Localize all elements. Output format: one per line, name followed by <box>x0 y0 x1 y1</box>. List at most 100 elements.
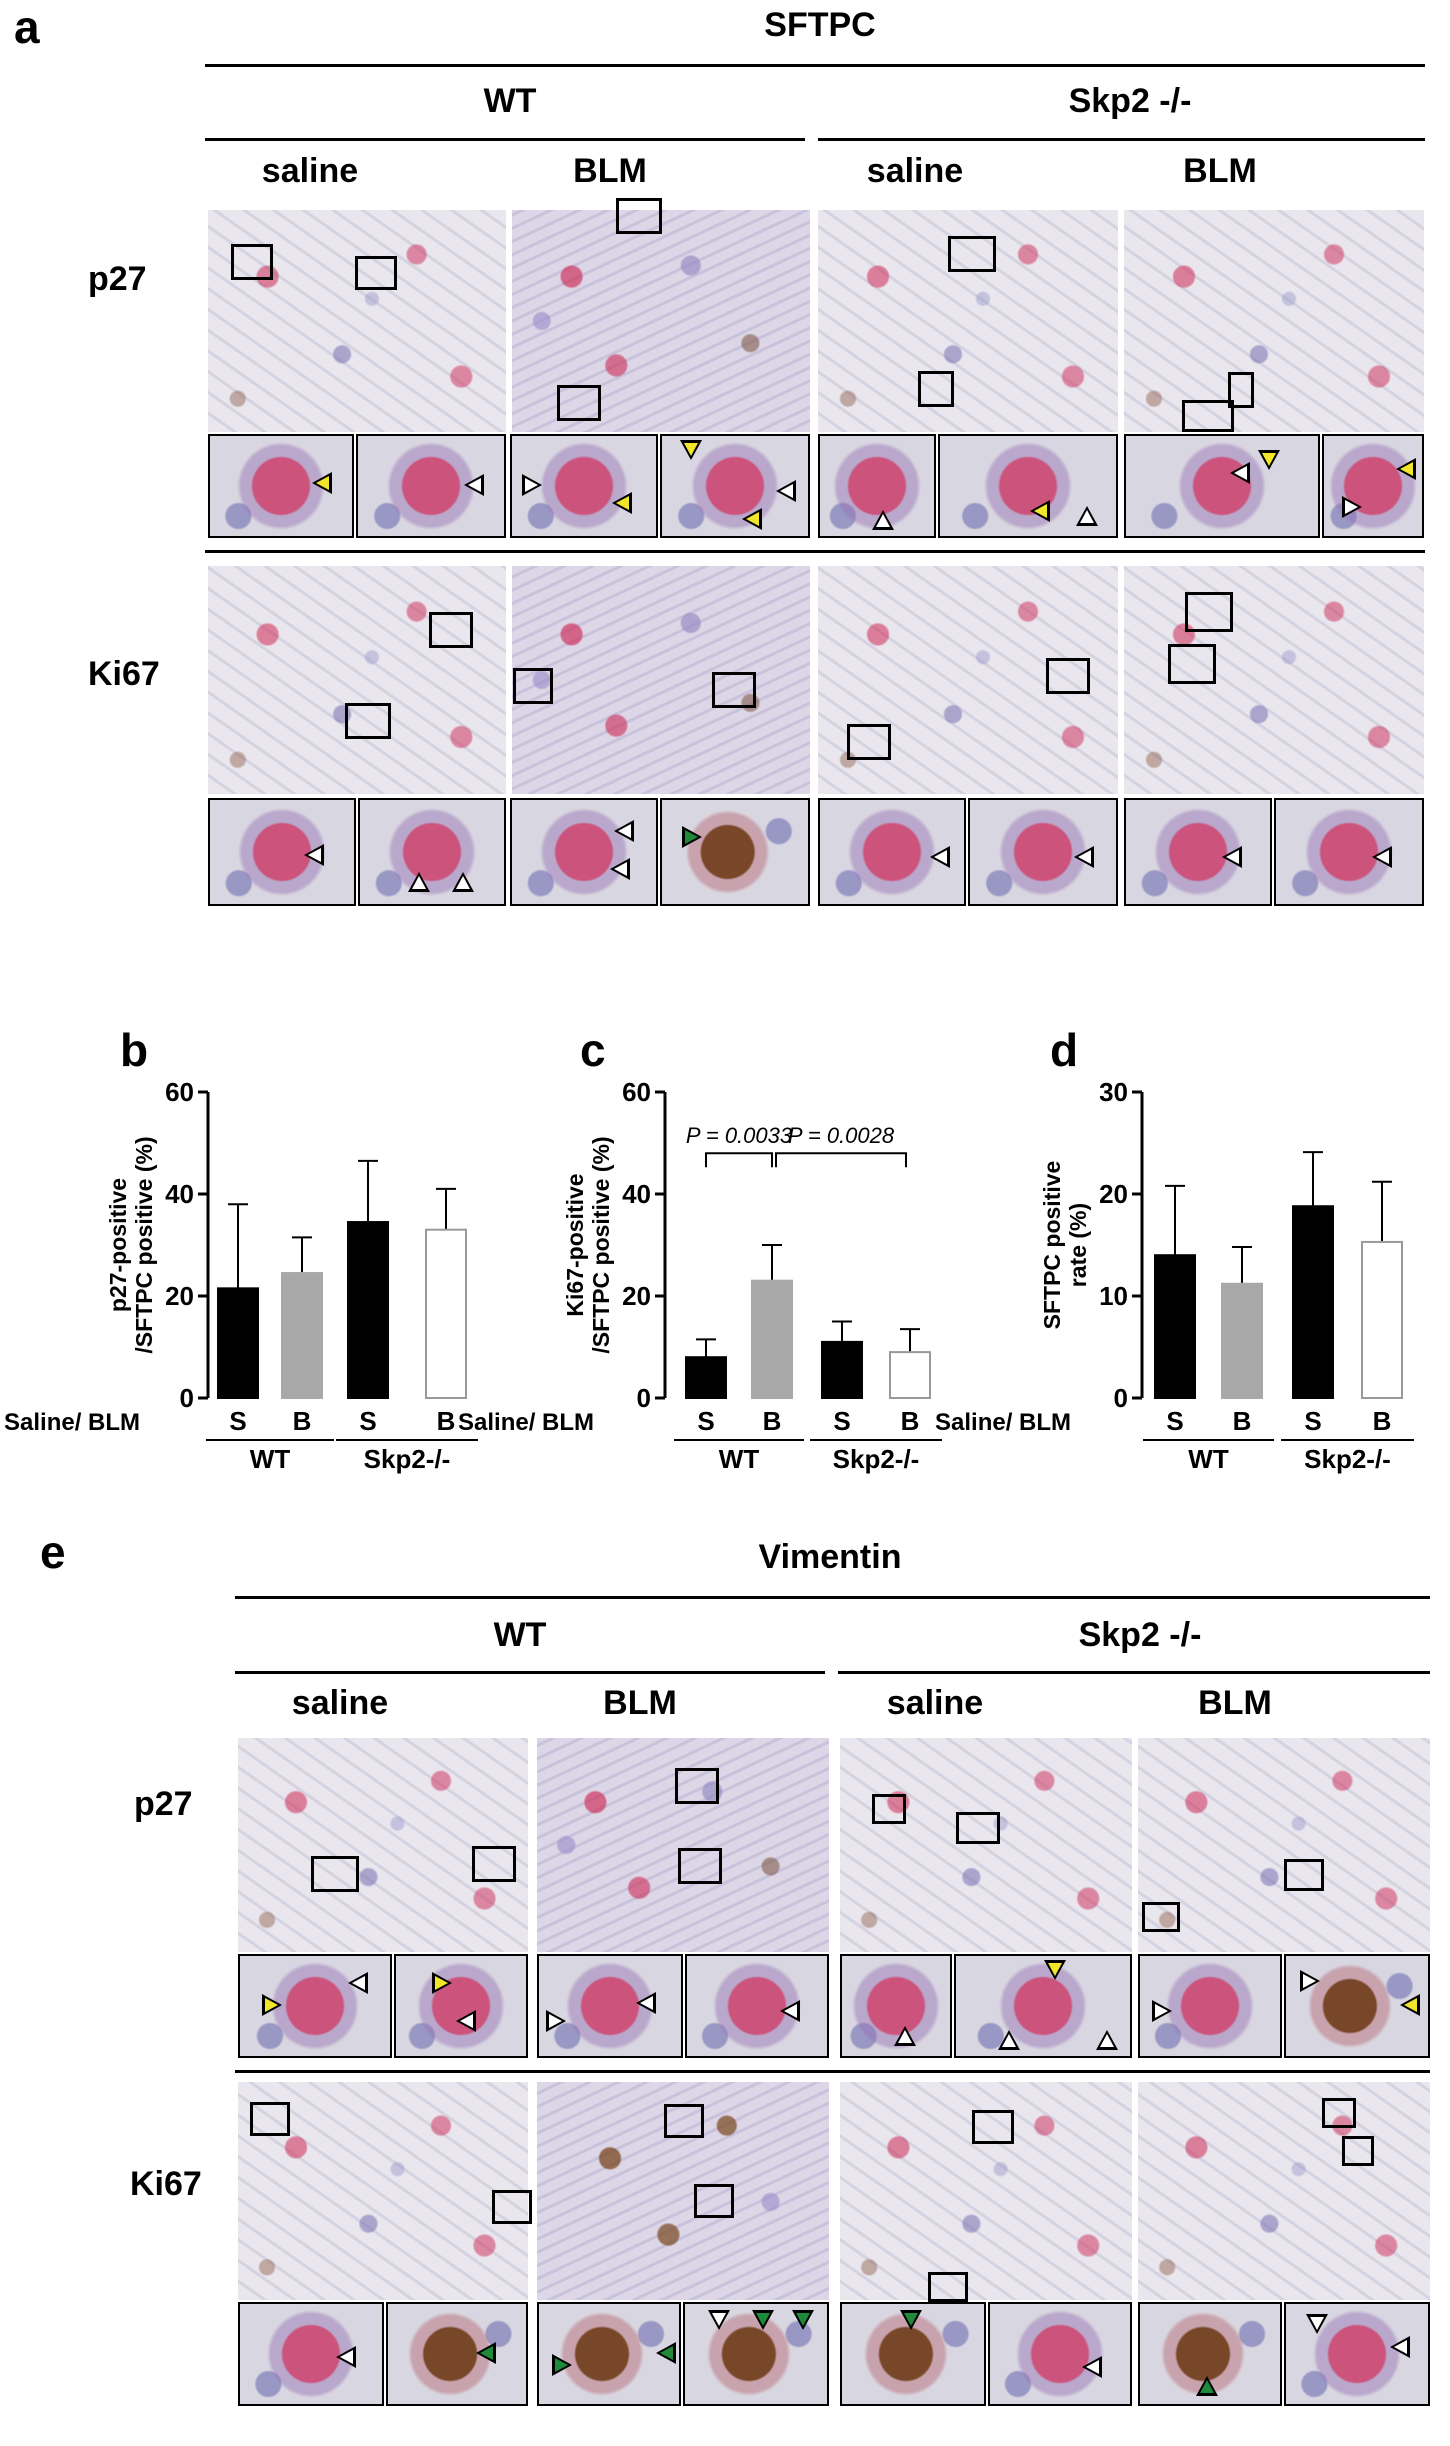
bar <box>1292 1205 1334 1399</box>
micrograph <box>840 2082 1132 2300</box>
bar <box>1221 1282 1263 1399</box>
roi-box <box>1142 1902 1180 1932</box>
x-tick-label: S <box>229 1406 246 1436</box>
y-tick-label: 60 <box>622 1077 651 1107</box>
yellow-arrowhead-icon <box>742 508 762 530</box>
y-tick-label: 20 <box>165 1281 194 1311</box>
white-arrowhead-icon <box>348 1972 368 1994</box>
micrograph <box>1138 2082 1430 2300</box>
panel-e-group-skp2: Skp2 -/- <box>1078 1616 1202 1654</box>
y-tick-label: 60 <box>165 1077 194 1107</box>
bar <box>821 1340 863 1399</box>
panel-e-row-ki67: Ki67 <box>130 2165 202 2203</box>
bar <box>425 1228 467 1399</box>
white-arrowhead-icon <box>1306 2314 1328 2334</box>
roi-box <box>231 244 273 280</box>
bar <box>347 1221 389 1399</box>
white-arrowhead-icon <box>1230 462 1250 484</box>
yellow-arrowhead-icon <box>1044 1960 1066 1980</box>
micrograph <box>840 1738 1132 1952</box>
inset-image <box>1124 434 1320 538</box>
white-arrowhead-icon <box>1300 1970 1320 1992</box>
bar <box>217 1287 259 1400</box>
y-tick-label: 40 <box>622 1179 651 1209</box>
inset-image <box>358 798 506 906</box>
white-arrowhead-icon <box>546 2010 566 2032</box>
yellow-arrowhead-icon <box>1400 1994 1420 2016</box>
roi-box <box>513 668 553 704</box>
roi-box <box>664 2104 704 2138</box>
micrograph <box>537 1738 829 1952</box>
green-arrowhead-icon <box>900 2310 922 2330</box>
inset-image <box>988 2302 1132 2406</box>
y-axis-label: p27-positive <box>105 1178 131 1312</box>
inset-image <box>818 798 966 906</box>
significance-bracket <box>775 1152 907 1168</box>
roi-box <box>492 2190 532 2224</box>
roi-box <box>948 236 996 272</box>
y-axis-label: SFTPC positive <box>1039 1161 1065 1330</box>
inset-image <box>1284 2302 1430 2406</box>
x-tick-label: S <box>1166 1406 1183 1436</box>
panel-e-wt-rule <box>235 1671 825 1674</box>
panel-e-letter: e <box>40 1526 66 1578</box>
y-tick-label: 0 <box>1114 1383 1128 1413</box>
panel-e-cond-1: saline <box>291 1684 389 1722</box>
y-tick-label: 0 <box>637 1383 651 1413</box>
panel-e-row-p27: p27 <box>134 1785 193 1823</box>
yellow-arrowhead-icon <box>432 1972 452 1994</box>
roi-box <box>472 1846 516 1882</box>
panel-e-row-separator <box>235 2070 1430 2073</box>
inset-image <box>685 1954 829 2058</box>
roi-box <box>1342 2136 1374 2166</box>
white-arrowhead-icon <box>1222 846 1242 868</box>
bar-charts: 0 20 40 60 p27-positive/SFTPC positive (%) Sa… <box>4 1077 1414 1474</box>
roi-box <box>429 612 473 648</box>
bar <box>1361 1240 1403 1399</box>
y-tick-label: 40 <box>165 1179 194 1209</box>
panel-a-cond-3: saline <box>866 152 964 190</box>
roi-box <box>872 1794 906 1824</box>
x-row-label: Saline/ BLM <box>458 1409 594 1436</box>
p-value-label: P = 0.0028 <box>788 1123 895 1148</box>
x-group-label: WT <box>719 1444 760 1474</box>
micrograph <box>1124 566 1424 794</box>
roi-box <box>1284 1859 1324 1891</box>
roi-box <box>678 1848 722 1884</box>
panel-e-skp2-rule <box>838 1671 1430 1674</box>
panel-d-letter: d <box>1050 1024 1079 1076</box>
y-tick-label: 30 <box>1099 1077 1128 1107</box>
white-arrowhead-icon <box>304 844 324 866</box>
bar <box>281 1272 323 1399</box>
panel-a-group-skp2: Skp2 -/- <box>1068 82 1192 120</box>
panel-a-row-ki67: Ki67 <box>88 655 160 693</box>
micrograph <box>208 210 506 432</box>
roi-box <box>1168 644 1216 684</box>
x-tick-label: S <box>1304 1406 1321 1436</box>
white-arrowhead-icon <box>998 2030 1020 2050</box>
white-arrowhead-icon <box>776 480 796 502</box>
roi-box <box>918 371 954 407</box>
green-arrowhead-icon <box>682 826 702 848</box>
roi-box <box>1185 592 1233 632</box>
roi-box <box>1182 400 1234 432</box>
panel-a-cond-1: saline <box>261 152 359 190</box>
panel-e-title: Vimentin <box>758 1538 902 1576</box>
green-arrowhead-icon <box>552 2354 572 2376</box>
y-axis-label: rate (%) <box>1065 1203 1091 1287</box>
roi-box <box>557 385 601 421</box>
white-arrowhead-icon <box>930 846 950 868</box>
x-group-label: WT <box>1188 1444 1229 1474</box>
white-arrowhead-icon <box>894 2026 916 2046</box>
micrograph <box>238 2082 528 2300</box>
y-tick-label: 20 <box>1099 1179 1128 1209</box>
roi-box <box>972 2110 1014 2144</box>
panel-a-letter: a <box>14 1 40 53</box>
white-arrowhead-icon <box>1390 2336 1410 2358</box>
y-axis-label: Ki67-positive <box>562 1173 588 1316</box>
x-tick-label: S <box>833 1406 850 1436</box>
panel-a-skp2-rule <box>818 138 1425 141</box>
inset-image <box>1124 798 1272 906</box>
inset-image <box>818 434 936 538</box>
white-arrowhead-icon <box>1342 496 1362 518</box>
